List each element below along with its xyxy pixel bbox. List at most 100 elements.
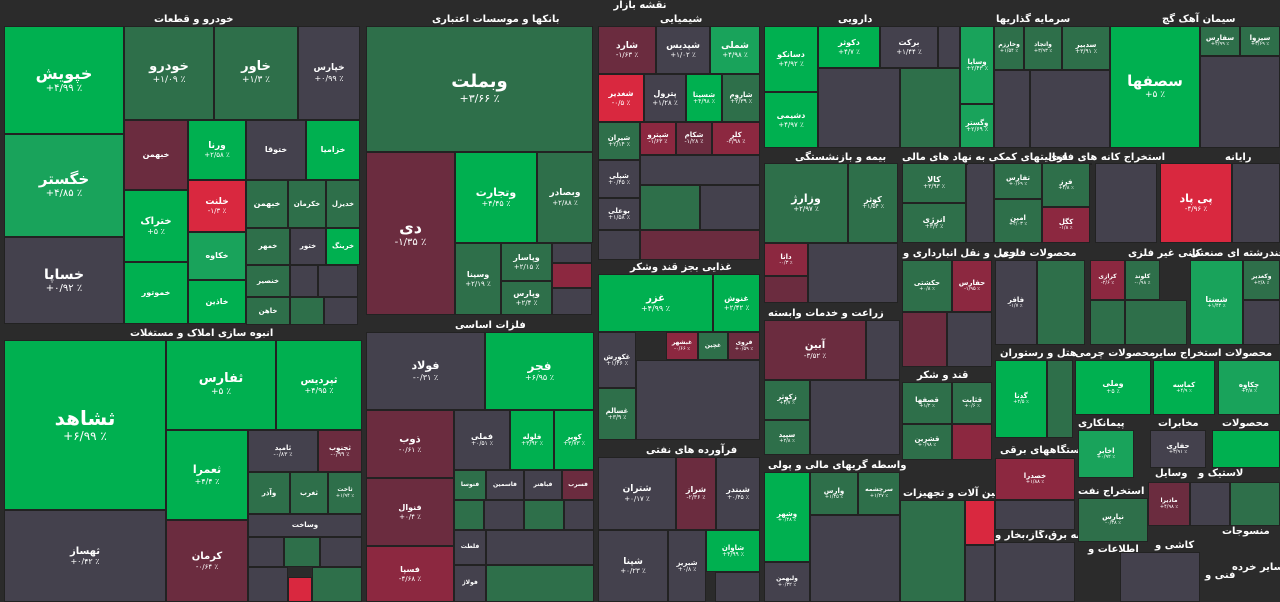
tile-sakht[interactable]: ثاخت ٪ ۱/۹۴+: [328, 472, 362, 514]
tile-abin[interactable]: آبین ٪ ۳/۵۲-: [764, 320, 866, 380]
tile-sharad[interactable]: شارد ٪ ۱/۶۳-: [598, 26, 656, 74]
tile-tafars[interactable]: تفارس ٪ ۰/۶۹+: [994, 163, 1042, 199]
tile-ghnoosh[interactable]: غنوش ٪ ۲/۴۲+: [713, 274, 760, 332]
tile-pipad[interactable]: پی پاد ٪ ۴/۹۶-: [1160, 163, 1232, 243]
tile-sshahed[interactable]: ثشاهد ٪ ۶/۹۹+: [4, 340, 166, 510]
tile-khetrak[interactable]: ختراک ٪ ۵+: [124, 190, 188, 262]
tile-vlbahman[interactable]: ولبهمن ٪ ۰/۳۲+: [764, 562, 810, 602]
filler-tile[interactable]: [866, 320, 900, 380]
tile-kamase[interactable]: کماسه ٪ ۴/۹+: [1153, 360, 1215, 415]
tile-madira[interactable]: [1212, 430, 1280, 468]
tile-dkosar[interactable]: دکوثر ٪ ۴/۷+: [818, 26, 880, 68]
tile-shemli[interactable]: شملی ٪ ۴/۹۸+: [710, 26, 760, 74]
filler-tile[interactable]: [818, 68, 900, 148]
filler-tile[interactable]: [454, 500, 484, 530]
tile-khezamia[interactable]: خزامیا: [306, 120, 360, 180]
tile-shpena[interactable]: شپنا ٪ ۰/۲۳+: [598, 530, 668, 602]
tile-kolr[interactable]: کلر ٪ ۳/۹۸-: [712, 122, 760, 155]
filler-tile[interactable]: [952, 424, 992, 460]
tile-ghkoorosh[interactable]: غکورش ٪ ۱/۴۶+: [598, 332, 636, 388]
tile-vazarzh[interactable]: وزارژ ٪ ۲/۹۷+: [764, 163, 848, 243]
filler-tile[interactable]: [318, 265, 358, 297]
tile-vbsader[interactable]: وبصادر ٪ ۲/۸۸+: [537, 152, 593, 243]
tile-ghbshahr[interactable]: غچین: [698, 332, 728, 360]
filler-tile[interactable]: [552, 263, 592, 288]
tile-vsakhtt[interactable]: وساخت: [248, 514, 362, 537]
tile-farz[interactable]: فرز ٪ ۴/۸+: [1042, 163, 1090, 207]
tile-gadna[interactable]: گدنا ٪ ۲/۵+: [995, 360, 1047, 438]
tile-petrol[interactable]: پترول ٪ ۱/۲۸+: [644, 74, 686, 122]
tile-sadbir[interactable]: سدبیر ٪ ۳/۹۱+: [1062, 26, 1110, 70]
tile-sizva[interactable]: سیزوا ٪ ۳/۶۹+: [1240, 26, 1280, 56]
filler-tile[interactable]: [564, 500, 594, 530]
filler-tile[interactable]: [995, 500, 1075, 530]
filler-tile[interactable]: [994, 70, 1030, 148]
tile-vshahr[interactable]: وشهر ٪ ۰/۴۸+: [764, 472, 810, 562]
tile-somra[interactable]: ثعمرا ٪ ۴/۴+: [166, 430, 248, 520]
filler-tile[interactable]: [636, 360, 760, 440]
tile-khelnat[interactable]: خلنت ٪ ۱/۳-: [188, 180, 246, 232]
tile-foolaj[interactable]: فولاژ: [454, 565, 486, 602]
tile-khemehr[interactable]: خمهر: [246, 228, 290, 265]
tile-fameli[interactable]: فملی ٪ ۰/۵۱+: [454, 410, 510, 470]
filler-tile[interactable]: [1190, 482, 1230, 526]
tile-spardis[interactable]: ثپردیس ٪ ۴/۹۵+: [276, 340, 362, 430]
tile-fesa[interactable]: فاسمین: [486, 470, 524, 500]
tile-ghsalem[interactable]: غسالم ٪ ۳/۹+: [598, 388, 636, 440]
tile-vkharazm[interactable]: وخارزم ٪ ۱/۵۴+: [994, 26, 1024, 70]
tile-khegostar[interactable]: خگستر ٪ ۴/۸۵+: [4, 134, 124, 237]
filler-tile[interactable]: [900, 500, 965, 602]
filler-tile[interactable]: [324, 297, 358, 325]
filler-tile[interactable]: [715, 572, 760, 602]
tile-vsapa[interactable]: وسایا ٪ ۲/۴۳+: [960, 26, 994, 104]
tile-vkghadir[interactable]: وکغدیر ٪ ۲/۸+: [1243, 260, 1280, 300]
tile-kala[interactable]: کالا ٪ ۳/۹۳+: [902, 163, 966, 203]
tile-shapdis[interactable]: شپدیس ٪ ۱/۰۲+: [656, 26, 710, 74]
tile-ghbeshahr[interactable]: فروی ٪ ۰/۵۹+: [728, 332, 760, 360]
filler-tile[interactable]: [486, 530, 594, 565]
tile-folooleh[interactable]: فلوله ٪ ۳/۹۲+: [510, 410, 554, 470]
filler-tile[interactable]: [486, 565, 594, 602]
tile-kharing[interactable]: خرینگ: [326, 228, 360, 265]
tile-tfars[interactable]: [966, 163, 968, 165]
filler-tile[interactable]: [810, 380, 900, 455]
tile-khetoka[interactable]: ختوقا: [246, 120, 306, 180]
filler-tile[interactable]: [312, 567, 362, 602]
tile-kavir[interactable]: کویر ٪ ۳/۷۳+: [554, 410, 594, 470]
filler-tile[interactable]: [1232, 163, 1280, 243]
tile-fenval[interactable]: فنوال ٪ ۰/۴+: [366, 478, 454, 546]
filler-tile[interactable]: [320, 537, 362, 567]
tile-shghadir[interactable]: شغدیر ٪ ۰/۵-: [598, 74, 644, 122]
filler-tile[interactable]: [484, 500, 524, 530]
tile-khebahman[interactable]: خبهمن: [124, 120, 188, 190]
filler-tile[interactable]: [966, 163, 994, 243]
tile-khepoosh[interactable]: خپویش ٪ ۴/۹۹+: [4, 26, 124, 134]
tile-varna[interactable]: ورنا ٪ ۲/۵۸+: [188, 120, 246, 180]
tile-sfars[interactable]: سفارس ٪ ۲/۹۹+: [1200, 26, 1240, 56]
tile-apal2[interactable]: [1090, 163, 1092, 165]
tile-zob[interactable]: ذوب ٪ ۰/۶۱-: [366, 410, 454, 478]
tile-fespa[interactable]: فسپا ٪ ۴/۶۸-: [366, 546, 454, 602]
tile-ghgila[interactable]: غبشهر ٪ ۰/۶۶-: [666, 332, 698, 360]
filler-tile[interactable]: [810, 515, 900, 602]
tile-saqarb[interactable]: ثغرب: [290, 472, 328, 514]
tile-fajr[interactable]: فجر ٪ ۶/۹۵+: [485, 332, 594, 410]
filler-tile[interactable]: [284, 537, 320, 567]
tile-khetoor[interactable]: ختور: [290, 228, 326, 265]
tile-kegol[interactable]: کگل ٪ ۱/۸-: [1042, 207, 1090, 243]
tile-sfars2[interactable]: ثفارس ٪ ۵+: [166, 340, 276, 430]
tile-dey[interactable]: دی ٪ ۱/۳۵-: [366, 152, 455, 315]
tile-shasta[interactable]: شستا ٪ ۱/۴۴+: [1190, 260, 1243, 345]
filler-tile[interactable]: [900, 68, 960, 148]
tile-ghesfaha[interactable]: قصفها ٪ ۱/۲+: [902, 382, 952, 424]
tile-shsina[interactable]: شسینا ٪ ۴/۹۸+: [686, 74, 722, 122]
tile-khemotor[interactable]: خموتور: [124, 262, 188, 324]
tile-kerman[interactable]: کرمان ٪ ۰/۶۴-: [166, 520, 248, 602]
tile-shbandar[interactable]: شبندر ٪ ۰/۴۵+: [716, 457, 760, 530]
tile-shpli[interactable]: شپلی ٪ ۰/۴۵+: [598, 160, 640, 198]
tile-shraz[interactable]: شراز ٪ ۲/۳۶-: [676, 457, 716, 530]
tile-hekeshti[interactable]: حکشتی ٪ ۰/۸+: [902, 260, 952, 312]
tile-khsadra[interactable]: اخابر ٪ ۰/۹۲+: [1078, 430, 1134, 478]
tile-hefars[interactable]: حفارس ٪ ۱/۹۵-: [952, 260, 992, 312]
tile-fesorb[interactable]: فسرب: [562, 470, 594, 500]
